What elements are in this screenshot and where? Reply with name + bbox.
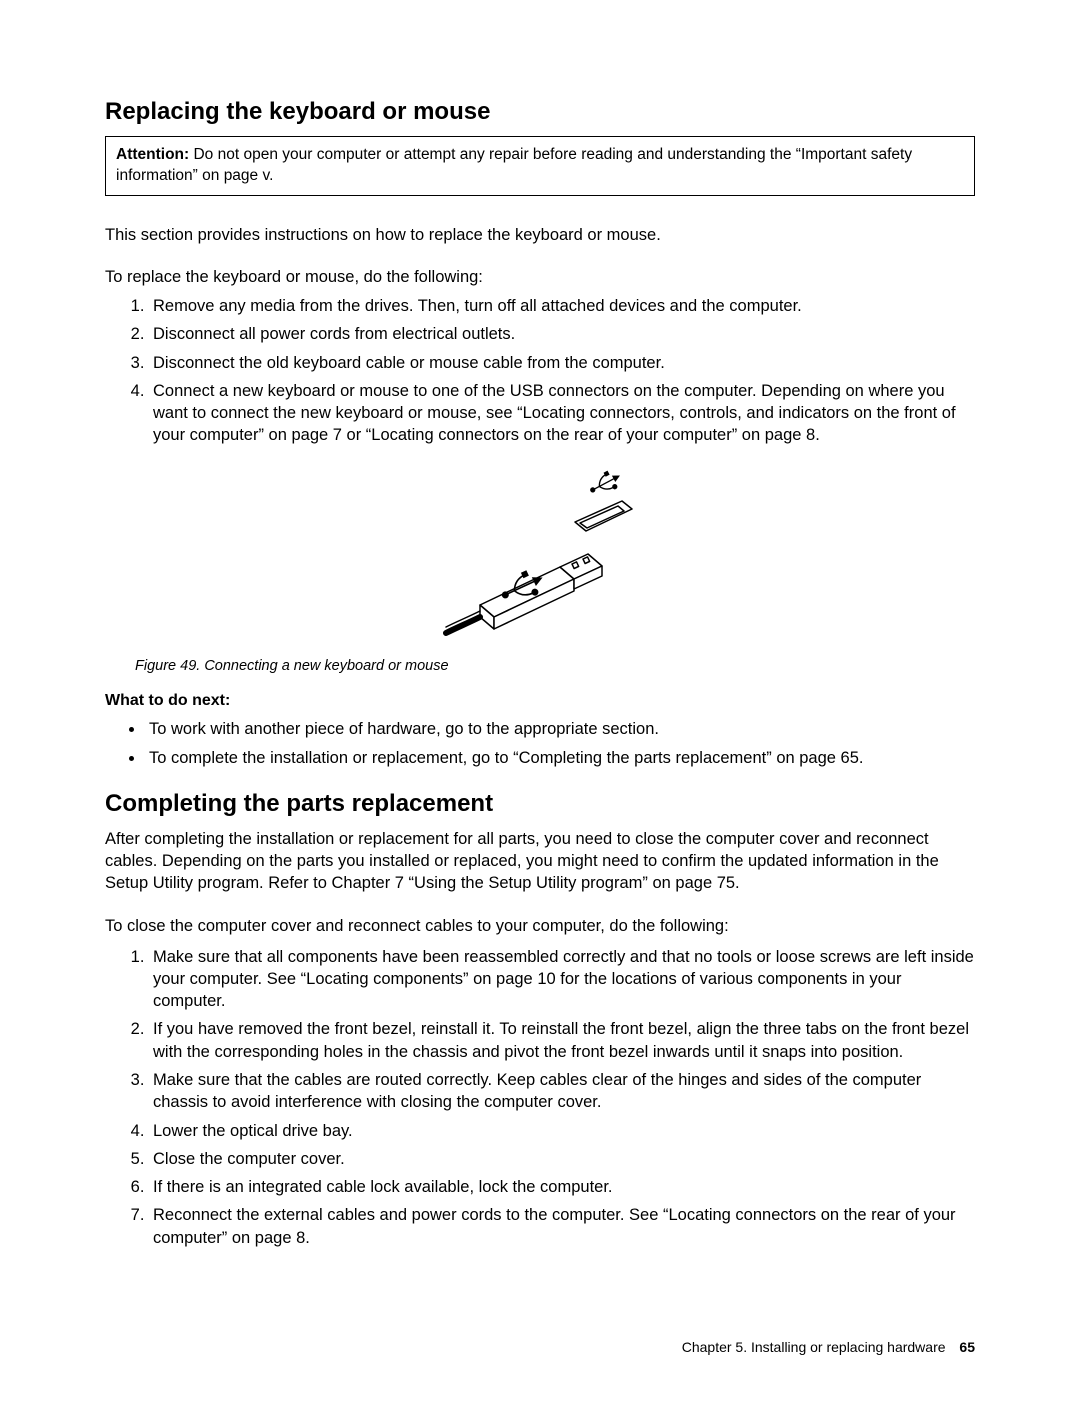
list-item: If there is an integrated cable lock ava… xyxy=(149,1176,975,1198)
list-item: Make sure that the cables are routed cor… xyxy=(149,1069,975,1114)
list-item: To work with another piece of hardware, … xyxy=(145,718,975,741)
list-item: Make sure that all components have been … xyxy=(149,946,975,1013)
section2-steps: Make sure that all components have been … xyxy=(105,946,975,1249)
what-to-do-next-list: To work with another piece of hardware, … xyxy=(105,718,975,770)
list-item: To complete the installation or replacem… xyxy=(145,747,975,770)
footer-page-number: 65 xyxy=(959,1339,975,1355)
attention-box: Attention: Do not open your computer or … xyxy=(105,136,975,196)
list-item: If you have removed the front bezel, rei… xyxy=(149,1018,975,1063)
section1-steps: Remove any media from the drives. Then, … xyxy=(105,295,975,447)
section1-title: Replacing the keyboard or mouse xyxy=(105,98,975,126)
usb-connector-icon xyxy=(410,467,670,647)
section2-title: Completing the parts replacement xyxy=(105,790,975,818)
list-item: Lower the optical drive bay. xyxy=(149,1120,975,1142)
list-item: Disconnect all power cords from electric… xyxy=(149,323,975,345)
document-page: Replacing the keyboard or mouse Attentio… xyxy=(0,0,1080,1415)
list-item: Remove any media from the drives. Then, … xyxy=(149,295,975,317)
list-item: Disconnect the old keyboard cable or mou… xyxy=(149,352,975,374)
section2-leadin: To close the computer cover and reconnec… xyxy=(105,917,975,936)
list-item: Reconnect the external cables and power … xyxy=(149,1204,975,1249)
section2-intro: After completing the installation or rep… xyxy=(105,828,975,895)
section1-intro: This section provides instructions on ho… xyxy=(105,224,975,246)
figure-49-caption: Figure 49. Connecting a new keyboard or … xyxy=(135,658,975,674)
attention-label: Attention: xyxy=(116,146,189,163)
page-footer: Chapter 5. Installing or replacing hardw… xyxy=(105,1339,975,1355)
what-to-do-next-heading: What to do next: xyxy=(105,692,975,710)
list-item: Close the computer cover. xyxy=(149,1148,975,1170)
figure-49 xyxy=(105,467,975,652)
attention-text: Do not open your computer or attempt any… xyxy=(116,146,912,184)
footer-chapter: Chapter 5. Installing or replacing hardw… xyxy=(682,1339,946,1355)
section1-leadin: To replace the keyboard or mouse, do the… xyxy=(105,268,975,287)
list-item: Connect a new keyboard or mouse to one o… xyxy=(149,380,975,447)
